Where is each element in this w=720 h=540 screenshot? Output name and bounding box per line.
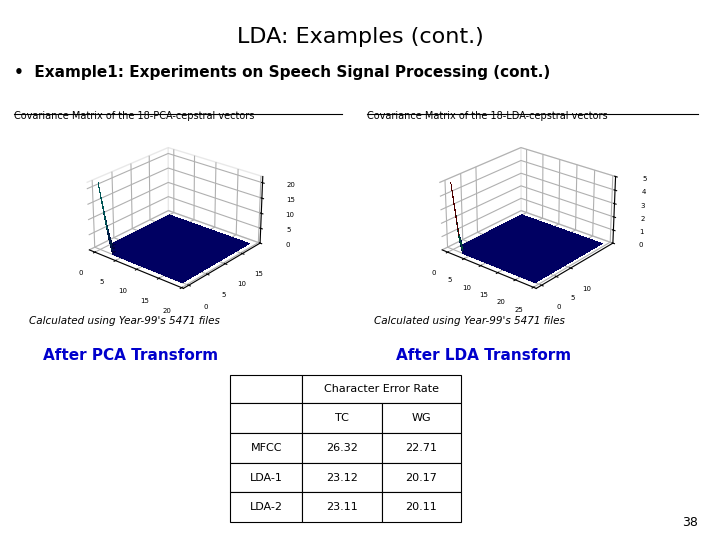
Text: MFCC: MFCC xyxy=(251,443,282,453)
Text: LDA: Examples (cont.): LDA: Examples (cont.) xyxy=(237,27,483,47)
Text: Covariance Matrix of the 18-LDA-cepstral vectors: Covariance Matrix of the 18-LDA-cepstral… xyxy=(367,111,608,121)
Text: 38: 38 xyxy=(683,516,698,529)
Text: 23.11: 23.11 xyxy=(326,502,358,512)
Text: 23.12: 23.12 xyxy=(326,472,358,483)
Text: 26.32: 26.32 xyxy=(326,443,358,453)
Text: WG: WG xyxy=(411,413,431,423)
Text: 20.17: 20.17 xyxy=(405,472,437,483)
Text: LDA-1: LDA-1 xyxy=(250,472,283,483)
Text: 22.71: 22.71 xyxy=(405,443,437,453)
Text: •  Example1: Experiments on Speech Signal Processing (cont.): • Example1: Experiments on Speech Signal… xyxy=(14,65,551,80)
Text: LDA-2: LDA-2 xyxy=(250,502,283,512)
Text: Character Error Rate: Character Error Rate xyxy=(324,384,439,394)
Text: After LDA Transform: After LDA Transform xyxy=(396,348,571,363)
Text: TC: TC xyxy=(335,413,349,423)
Text: Calculated using Year-99's 5471 files: Calculated using Year-99's 5471 files xyxy=(29,316,220,326)
Text: Calculated using Year-99's 5471 files: Calculated using Year-99's 5471 files xyxy=(374,316,565,326)
Text: 20.11: 20.11 xyxy=(405,502,437,512)
Text: After PCA Transform: After PCA Transform xyxy=(43,348,218,363)
Text: Covariance Matrix of the 18-PCA-cepstral vectors: Covariance Matrix of the 18-PCA-cepstral… xyxy=(14,111,255,121)
